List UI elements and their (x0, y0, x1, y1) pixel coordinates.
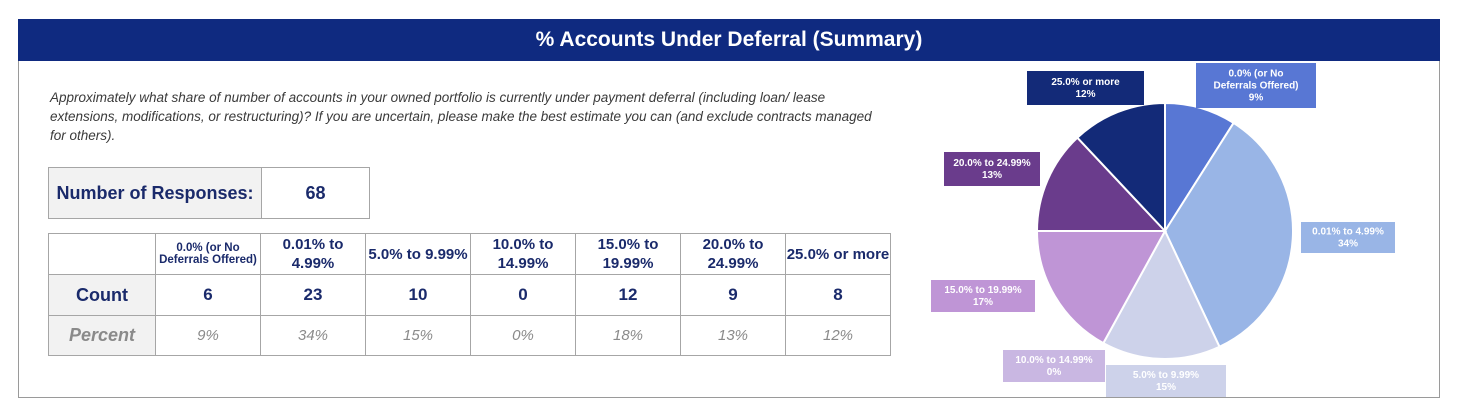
distribution-table: 0.0% (or No Deferrals Offered) 0.01% to … (48, 233, 891, 356)
count-cell: 9 (680, 274, 786, 316)
pie-slice (1075, 101, 1166, 234)
slice-percent-label: 34% (1338, 239, 1358, 250)
responses-value: 68 (261, 167, 370, 219)
percent-cell: 9% (155, 315, 261, 356)
slice-percent-label: 15% (1156, 382, 1176, 393)
slice-category-label: 15.0% to 19.99% (944, 285, 1021, 296)
pie-slice (1035, 136, 1168, 232)
column-header: 15.0% to 19.99% (575, 233, 681, 275)
slice-label-box (1003, 350, 1105, 382)
slice-category-label: Deferrals Offered) (1213, 81, 1298, 92)
slice-category-label: 10.0% to 14.99% (1015, 355, 1092, 366)
percent-cell: 18% (575, 315, 681, 356)
slice-percent-label: 9% (1249, 93, 1264, 104)
pie-slices (1035, 101, 1294, 360)
responses-table: Number of Responses: 68 (48, 167, 370, 219)
percent-cell: 13% (680, 315, 786, 356)
percent-row: Percent 9% 34% 15% 0% 18% 13% 12% (48, 315, 891, 356)
slice-category-label: 25.0% or more (1051, 77, 1120, 88)
percent-cell: 15% (365, 315, 471, 356)
slice-label-box (1106, 365, 1226, 397)
count-cell: 23 (260, 274, 366, 316)
table-header-row: 0.0% (or No Deferrals Offered) 0.01% to … (48, 233, 891, 275)
count-cell: 10 (365, 274, 471, 316)
panel-title: % Accounts Under Deferral (Summary) (18, 19, 1440, 61)
column-header: 20.0% to 24.99% (680, 233, 786, 275)
slice-percent-label: 13% (982, 170, 1002, 181)
percent-row-label: Percent (48, 315, 156, 356)
column-header: 5.0% to 9.99% (365, 233, 471, 275)
table-corner-cell (48, 233, 156, 275)
count-row-label: Count (48, 274, 156, 316)
column-header: 10.0% to 14.99% (470, 233, 576, 275)
slice-category-label: 5.0% to 9.99% (1133, 370, 1199, 381)
slice-label-box (944, 152, 1040, 186)
slice-category-label: 0.0% (or No (1228, 69, 1283, 80)
percent-cell: 34% (260, 315, 366, 356)
count-row: Count 6 23 10 0 12 9 8 (48, 274, 891, 316)
survey-question: Approximately what share of number of ac… (50, 90, 872, 143)
slice-label-box (1196, 63, 1316, 108)
pie-slice (1035, 230, 1167, 345)
responses-label: Number of Responses: (48, 167, 262, 219)
column-header: 25.0% or more (785, 233, 891, 275)
slice-percent-label: 0% (1047, 367, 1062, 378)
slice-category-label: 20.0% to 24.99% (953, 158, 1030, 169)
slice-category-label: 0.01% to 4.99% (1312, 227, 1384, 238)
pie-slice (1163, 121, 1294, 349)
slice-label-box (1301, 222, 1395, 253)
count-cell: 6 (155, 274, 261, 316)
column-header: 0.0% (or No Deferrals Offered) (155, 233, 261, 275)
percent-cell: 12% (785, 315, 891, 356)
slice-label-box (931, 280, 1035, 312)
percent-cell: 0% (470, 315, 576, 356)
slice-label-box (1027, 71, 1144, 105)
pie-slice (1101, 228, 1221, 360)
slice-percent-label: 12% (1075, 89, 1095, 100)
slice-percent-label: 17% (973, 297, 993, 308)
